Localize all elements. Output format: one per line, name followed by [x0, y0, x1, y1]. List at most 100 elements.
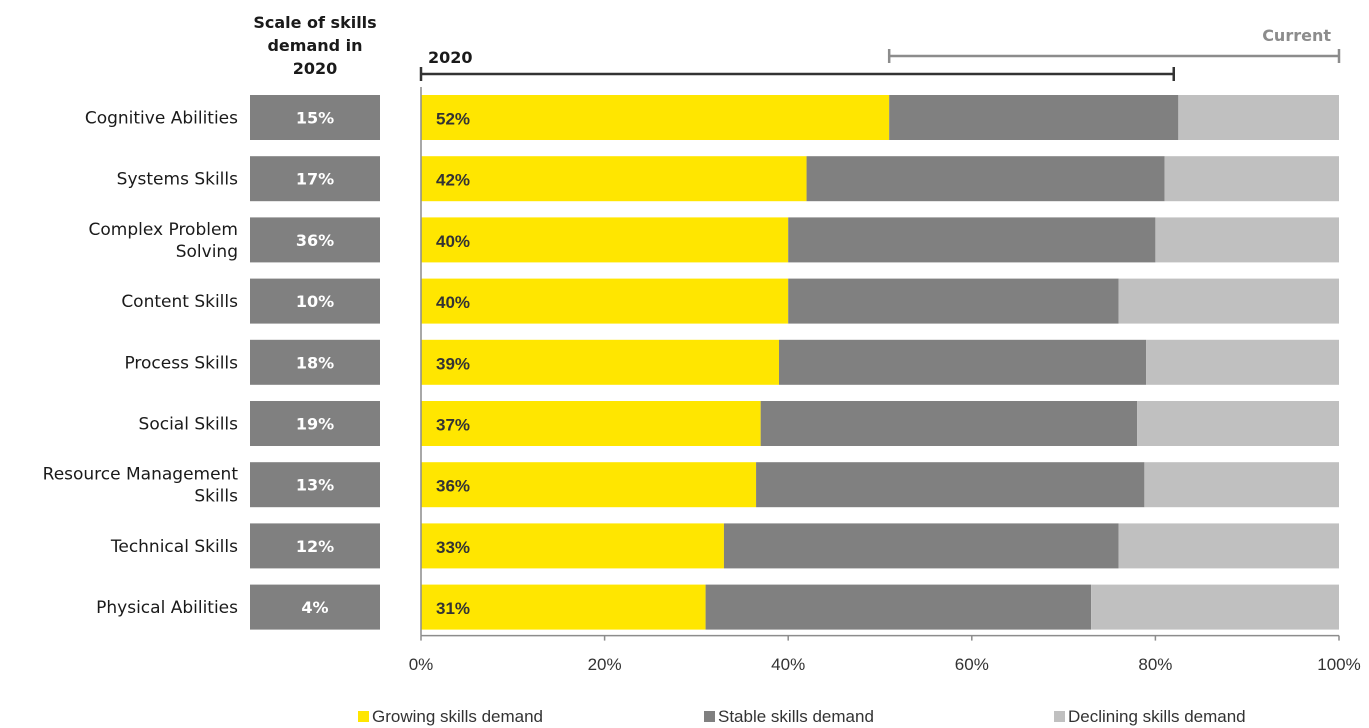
legend-label: Stable skills demand: [718, 707, 874, 726]
chart-row: Resource Management Skills 13% 36%: [43, 462, 1339, 508]
category-label: Process Skills: [124, 353, 238, 373]
growing-segment: [421, 278, 789, 324]
chart-row: Physical Abilities 4% 31%: [96, 584, 1339, 630]
scale-value: 13%: [296, 476, 334, 495]
growing-segment: [421, 217, 789, 263]
scale-header-line: 2020: [293, 59, 338, 78]
stable-segment: [760, 401, 1138, 446]
legend-item: Stable skills demand: [704, 707, 874, 726]
growing-segment: [421, 462, 757, 508]
declining-segment: [1155, 217, 1339, 263]
declining-segment: [1164, 156, 1339, 202]
bracket-current: Current: [887, 26, 1341, 63]
scale-box: [250, 401, 380, 446]
chart-row: Content Skills 10% 40%: [121, 278, 1339, 324]
bracket-2020: 2020: [419, 48, 1176, 81]
scale-value: 10%: [296, 292, 334, 311]
growing-segment: [421, 339, 780, 385]
growing-segment: [421, 523, 724, 569]
stable-segment: [889, 95, 1179, 140]
growing-value-label: 39%: [436, 354, 470, 373]
stable-segment: [705, 584, 1092, 630]
growing-value-label: 52%: [436, 110, 470, 129]
scale-value: 15%: [296, 109, 334, 128]
chart-row: Cognitive Abilities 15% 52%: [85, 95, 1339, 140]
x-tick-label: 100%: [1317, 655, 1360, 674]
legend-item: Growing skills demand: [358, 707, 543, 726]
category-label: Cognitive Abilities: [85, 109, 238, 129]
bracket-current-label: Current: [1262, 26, 1331, 45]
x-tick-label: 40%: [771, 655, 805, 674]
growing-segment: [421, 401, 761, 446]
growing-segment: [421, 95, 890, 140]
declining-segment: [1144, 462, 1339, 508]
scale-box: [250, 95, 380, 140]
declining-segment: [1118, 278, 1339, 324]
growing-segment: [421, 156, 807, 202]
scale-box: [250, 217, 380, 263]
x-tick-label: 0%: [409, 655, 434, 674]
declining-segment: [1137, 401, 1339, 446]
declining-segment: [1091, 584, 1339, 630]
chart-row: Technical Skills 12% 33%: [110, 523, 1339, 569]
chart-row: Complex Problem Solving 36% 40%: [89, 217, 1339, 263]
stable-segment: [788, 278, 1119, 324]
growing-value-label: 36%: [436, 477, 470, 496]
scale-value: 36%: [296, 231, 334, 250]
chart-axes: 0% 20% 40% 60% 80% 100%: [409, 87, 1361, 674]
growing-value-label: 42%: [436, 171, 470, 190]
category-label: Physical Abilities: [96, 598, 238, 618]
period-brackets: 2020 Current: [419, 26, 1341, 81]
growing-value-label: 33%: [436, 538, 470, 557]
scale-header-line: demand in: [267, 36, 362, 55]
chart-row: Social Skills 19% 37%: [139, 401, 1339, 446]
scale-value: 12%: [296, 537, 334, 556]
declining-segment: [1118, 523, 1339, 569]
legend-swatch: [358, 711, 369, 722]
declining-segment: [1178, 95, 1339, 140]
scale-value: 19%: [296, 415, 334, 434]
scale-box: [250, 339, 380, 385]
stable-segment: [756, 462, 1145, 508]
scale-header-line: Scale of skills: [253, 13, 376, 32]
legend-item: Declining skills demand: [1054, 707, 1246, 726]
chart-row: Systems Skills 17% 42%: [117, 156, 1339, 202]
category-label: Resource Management Skills: [43, 465, 239, 507]
chart-legend: Growing skills demand Stable skills deman…: [358, 707, 1246, 726]
growing-value-label: 37%: [436, 416, 470, 435]
stable-segment: [723, 523, 1119, 569]
bracket-2020-label: 2020: [428, 48, 473, 67]
growing-value-label: 31%: [436, 599, 470, 618]
chart-row: Process Skills 18% 39%: [124, 339, 1339, 385]
legend-swatch: [1054, 711, 1065, 722]
x-tick-label: 80%: [1138, 655, 1172, 674]
scale-box: [250, 462, 380, 508]
category-label: Technical Skills: [110, 537, 238, 557]
category-label: Content Skills: [121, 292, 238, 312]
stable-segment: [806, 156, 1165, 202]
stable-segment: [779, 339, 1147, 385]
legend-label: Declining skills demand: [1068, 707, 1246, 726]
declining-segment: [1146, 339, 1339, 385]
scale-column-header: Scale of skills demand in 2020: [253, 13, 376, 78]
scale-value: 17%: [296, 170, 334, 189]
x-tick-label: 20%: [588, 655, 622, 674]
category-label: Social Skills: [139, 415, 239, 435]
legend-label: Growing skills demand: [372, 707, 543, 726]
scale-box: [250, 584, 380, 630]
legend-swatch: [704, 711, 715, 722]
growing-segment: [421, 584, 706, 630]
x-tick-label: 60%: [955, 655, 989, 674]
chart-rows: Cognitive Abilities 15% 52% Systems Skills 1…: [43, 95, 1339, 630]
scale-box: [250, 278, 380, 324]
category-label: Complex Problem Solving: [89, 220, 238, 262]
stable-segment: [788, 217, 1156, 263]
growing-value-label: 40%: [436, 293, 470, 312]
category-label: Systems Skills: [117, 170, 238, 190]
scale-box: [250, 523, 380, 569]
scale-box: [250, 156, 380, 202]
scale-value: 4%: [301, 598, 328, 617]
growing-value-label: 40%: [436, 232, 470, 251]
scale-value: 18%: [296, 353, 334, 372]
